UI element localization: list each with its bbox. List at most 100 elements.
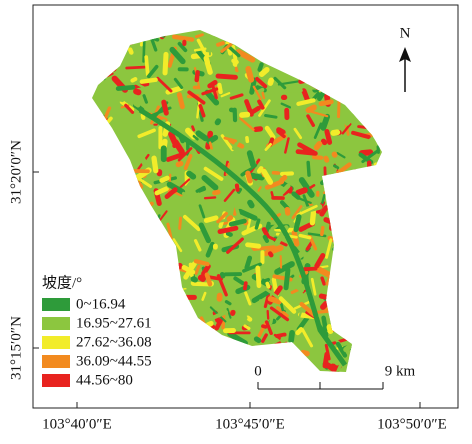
slope-patch: [167, 352, 178, 360]
legend-title: 坡度/°: [42, 274, 82, 291]
slope-patch: [343, 259, 364, 270]
slope-patch: [142, 245, 153, 267]
slope-patch: [143, 281, 159, 296]
slope-patch: [117, 168, 130, 187]
legend-swatch: [42, 298, 70, 311]
slope-patch: [115, 285, 132, 290]
slope-patch: [278, 349, 292, 357]
slope-patch: [94, 174, 102, 180]
y-label: 31°20′0″N: [8, 140, 24, 204]
slope-patch: [111, 199, 130, 212]
slope-patch: [245, 34, 257, 46]
legend-label: 44.56~80: [76, 372, 133, 388]
slope-patch: [264, 357, 276, 363]
slope-patch: [330, 75, 348, 86]
slope-patch: [284, 51, 291, 56]
slope-patch: [315, 72, 338, 78]
slope-patch: [337, 369, 357, 390]
slope-patch: [365, 180, 375, 192]
slope-patch: [331, 30, 350, 49]
slope-patch: [107, 232, 122, 238]
slope-patch: [86, 216, 89, 232]
slope-patch: [379, 102, 383, 110]
slope-patch: [311, 81, 332, 94]
slope-patch: [183, 343, 197, 359]
slope-patch: [357, 306, 369, 321]
slope-patch: [90, 281, 100, 285]
slope-patch: [204, 358, 215, 369]
slope-patch: [264, 54, 274, 64]
x-label: 103°45′0″E: [215, 416, 285, 432]
slope-patch: [98, 281, 110, 294]
slope-patch: [364, 179, 374, 195]
slope-patch: [190, 359, 197, 371]
slope-patch: [331, 36, 344, 46]
slope-patch: [343, 227, 348, 235]
slope-patch: [91, 237, 110, 256]
slope-patch: [187, 344, 198, 355]
slope-patch: [141, 247, 152, 267]
slope-patch: [337, 206, 350, 216]
slope-patch: [131, 296, 146, 301]
slope-patch: [244, 377, 255, 399]
slope-patch: [349, 320, 355, 330]
slope-patch: [353, 47, 366, 66]
slope-patch: [74, 103, 91, 108]
slope-patch: [345, 183, 360, 195]
slope-patch: [334, 209, 340, 224]
slope-patch: [155, 242, 162, 256]
slope-patch: [381, 54, 386, 60]
slope-patch: [291, 367, 300, 375]
slope-patch: [323, 65, 327, 86]
slope-patch: [65, 37, 87, 45]
legend-label: 36.09~44.55: [76, 353, 152, 369]
slope-patch: [338, 250, 344, 265]
slope-patch: [361, 362, 367, 368]
slope-patch: [114, 262, 128, 280]
slope-patch: [329, 207, 337, 231]
slope-patch: [86, 188, 93, 201]
slope-patch: [335, 76, 352, 97]
slope-patch: [265, 359, 276, 367]
slope-patch: [324, 54, 334, 65]
slope-patch: [339, 36, 350, 53]
slope-patch: [106, 250, 117, 272]
slope-patch: [213, 244, 218, 250]
slope-patch: [158, 126, 162, 149]
slope-patch: [373, 162, 389, 171]
slope-patch: [382, 217, 385, 232]
slope-patch: [334, 235, 344, 245]
slope-patch: [274, 348, 288, 360]
slope-patch: [178, 67, 189, 71]
slope-patch: [270, 48, 280, 56]
slope-patch: [156, 319, 169, 322]
slope-patch: [139, 210, 145, 218]
slope-patch: [338, 213, 345, 230]
legend-swatch: [42, 355, 70, 368]
slope-patch: [265, 345, 276, 353]
slope-patch: [216, 374, 223, 382]
legend-swatch: [42, 317, 70, 330]
slope-patch: [330, 61, 338, 84]
slope-patch: [291, 56, 299, 64]
slope-patch: [224, 272, 242, 276]
legend-label: 0~16.94: [76, 296, 126, 312]
slope-patch: [365, 167, 379, 181]
legend-swatch: [42, 374, 70, 387]
slope-patch: [95, 76, 103, 80]
slope-patch: [206, 346, 230, 350]
slope-patch: [377, 99, 385, 106]
slope-patch: [336, 196, 341, 203]
slope-patch: [101, 198, 110, 205]
slope-patch: [336, 207, 353, 226]
slope-patch: [353, 322, 365, 332]
slope-patch: [345, 253, 353, 266]
slope-patch: [341, 372, 353, 378]
slope-patch: [114, 230, 131, 245]
slope-patch: [134, 297, 139, 316]
slope-patch: [199, 337, 220, 352]
slope-patch: [198, 367, 211, 373]
slope-patch: [112, 190, 115, 204]
slope-patch: [359, 318, 378, 326]
slope-patch: [367, 160, 372, 174]
